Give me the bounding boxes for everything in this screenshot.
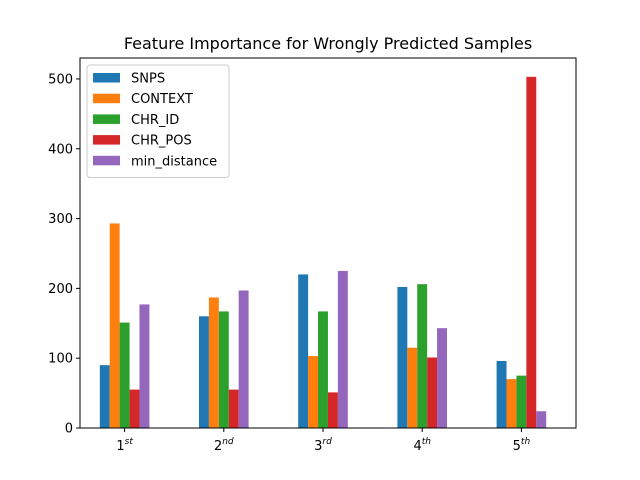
x-tick-label: 2nd	[214, 437, 234, 454]
bar	[318, 311, 328, 428]
bar	[506, 379, 517, 428]
bar	[119, 322, 130, 428]
legend-swatch	[93, 155, 120, 166]
bar	[496, 360, 507, 428]
legend-label: CONTEXT	[131, 92, 193, 107]
bar	[218, 311, 229, 428]
legend-box	[86, 64, 230, 178]
legend-label: CHR_POS	[131, 134, 192, 149]
x-tick-label: 5th	[513, 437, 531, 454]
legend: SNPS CONTEXT CHR_ID CHR_POS min_distance	[86, 64, 230, 178]
bars-layer	[99, 76, 547, 428]
y-tick-label: 200	[48, 282, 73, 297]
bar	[228, 389, 239, 428]
bar	[516, 375, 527, 428]
chart-title: Feature Importance for Wrongly Predicted…	[124, 34, 532, 53]
bar	[526, 76, 537, 428]
axes-frame	[79, 57, 577, 429]
bar	[238, 290, 249, 428]
bar	[208, 297, 219, 428]
bar	[417, 284, 428, 428]
legend-label: CHR_ID	[131, 113, 179, 128]
y-axis: 0 100 200 300 400 500	[48, 72, 80, 437]
bar	[139, 304, 150, 428]
bar	[298, 274, 309, 428]
legend-label: min_distance	[131, 154, 217, 169]
bar	[129, 389, 140, 428]
bar	[99, 365, 110, 428]
bar	[427, 357, 438, 428]
y-tick-label: 500	[48, 72, 73, 87]
bar	[437, 328, 447, 428]
legend-swatch	[93, 73, 120, 83]
x-axis: 1st 2nd 3rd 4th 5th	[116, 428, 530, 454]
y-tick-label: 100	[48, 352, 73, 367]
bar	[327, 392, 338, 428]
legend-label: SNPS	[131, 72, 165, 87]
bar	[308, 356, 319, 428]
bar	[337, 270, 348, 428]
x-tick-label: 4th	[413, 437, 431, 454]
bar	[536, 411, 547, 428]
bar	[407, 347, 418, 428]
x-tick-label: 1st	[116, 437, 133, 454]
y-tick-label: 400	[48, 142, 73, 157]
bar	[109, 223, 120, 428]
bar	[199, 316, 209, 428]
legend-swatch	[93, 135, 120, 145]
bar	[397, 286, 408, 428]
y-tick-label: 0	[65, 422, 73, 437]
legend-swatch	[93, 93, 120, 104]
x-tick-label: 3rd	[314, 437, 332, 454]
legend-swatch	[93, 114, 120, 124]
y-tick-label: 300	[48, 212, 73, 227]
